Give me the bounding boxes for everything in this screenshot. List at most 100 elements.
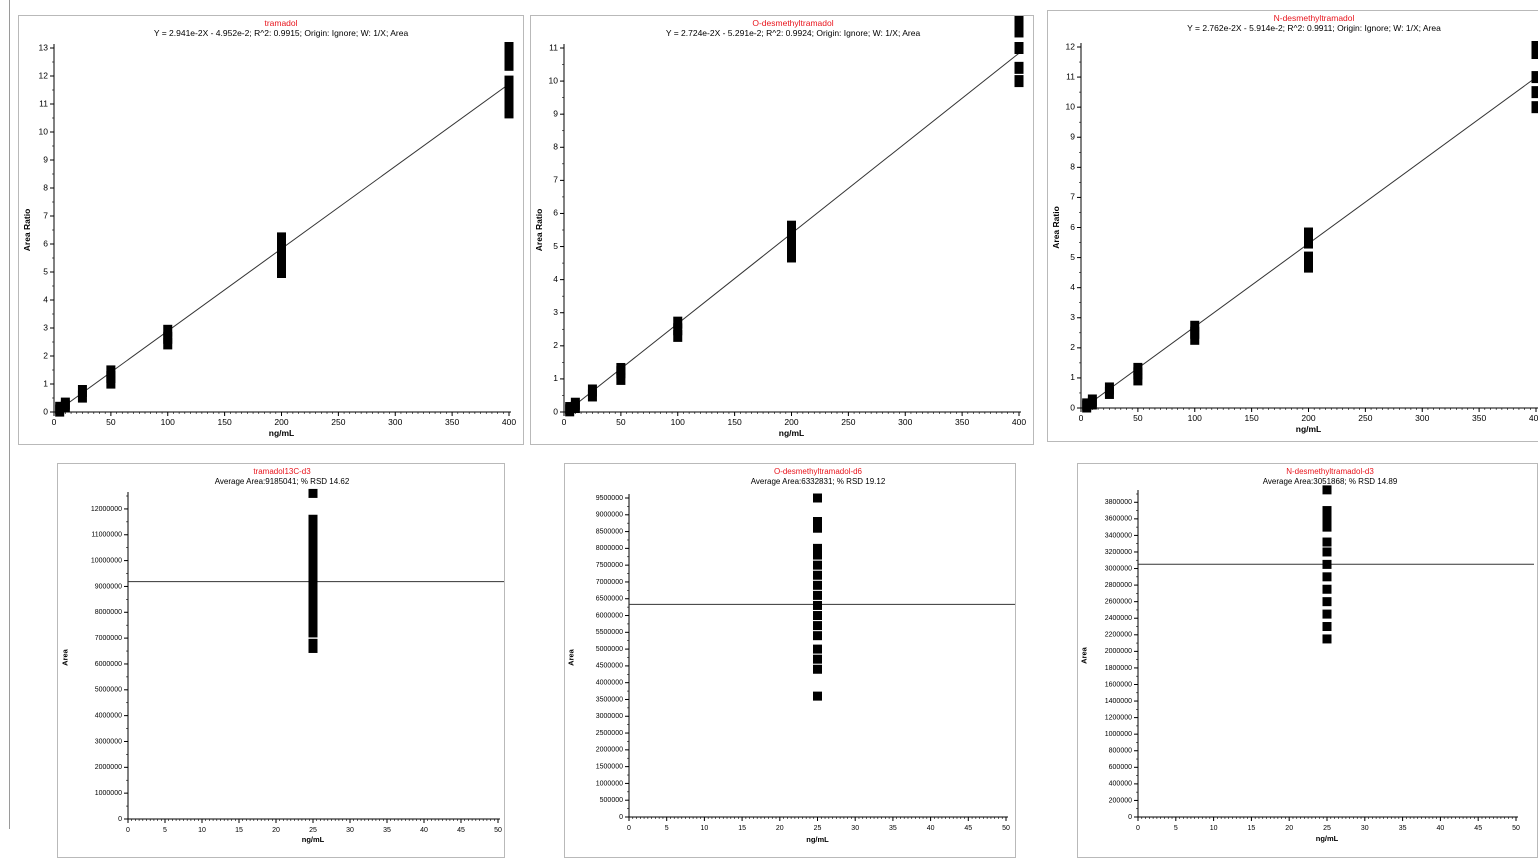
y-axis-label: Area [61,648,70,666]
x-tick-label: 35 [1399,825,1407,832]
x-tick-label: 0 [1136,825,1140,832]
x-tick-label: 50 [616,417,626,427]
data-point [813,581,822,590]
data-point [1323,547,1332,556]
y-tick-label: 1 [553,373,558,383]
x-tick-label: 0 [52,417,57,427]
data-point [1323,523,1332,532]
data-point [61,398,70,410]
y-tick-label: 1800000 [1105,665,1132,672]
x-tick-label: 150 [1245,413,1259,423]
y-tick-label: 10 [549,75,559,85]
y-tick-label: 2 [1070,342,1075,352]
y-tick-label: 5000000 [95,687,122,694]
x-tick-label: 10 [198,827,206,834]
x-tick-label: 40 [927,825,935,832]
y-tick-label: 3400000 [1105,532,1132,539]
x-tick-label: 45 [457,827,465,834]
data-point [1323,585,1332,594]
x-tick-label: 5 [163,827,167,834]
data-point [1304,252,1313,264]
y-tick-label: 2 [553,340,558,350]
x-tick-label: 50 [106,417,116,427]
y-tick-label: 12000000 [91,506,122,513]
chart-title: O-desmethyltramadol-d6 [774,467,863,476]
y-tick-label: 7000000 [95,635,122,642]
y-axis-label: Area Ratio [22,209,32,252]
y-tick-label: 2800000 [1105,582,1132,589]
data-point [571,398,580,410]
x-tick-label: 50 [1002,825,1010,832]
chart-subtitle: Average Area:3051868; % RSD 14.89 [1263,477,1398,486]
data-point [1015,42,1024,54]
data-point [673,317,682,329]
x-tick-label: 50 [1133,413,1143,423]
chart-subtitle: Average Area:9185041; % RSD 14.62 [215,477,350,486]
chart-subtitle: Y = 2.724e-2X - 5.291e-2; R^2: 0.9924; O… [666,28,921,38]
chart-panel-o-desmethyltramadol: O-desmethyltramadol Y = 2.724e-2X - 5.29… [530,15,1034,445]
y-tick-label: 10 [1066,101,1076,111]
x-tick-label: 10 [701,825,709,832]
y-tick-label: 4 [553,274,558,284]
y-tick-label: 3200000 [1105,549,1132,556]
data-point [1323,622,1332,631]
data-point [106,365,115,377]
data-point [1323,597,1332,606]
y-tick-label: 12 [1066,41,1076,51]
chart-panel-o-desmethyltramadol-d6: O-desmethyltramadol-d6 Average Area:6332… [564,463,1016,858]
x-tick-label: 25 [1323,825,1331,832]
y-tick-label: 11 [549,42,558,52]
y-tick-label: 11 [39,98,48,108]
y-tick-label: 5000000 [596,646,623,653]
data-point [813,571,822,580]
y-tick-label: 800000 [1109,748,1132,755]
data-point [1323,514,1332,523]
x-tick-label: 200 [784,417,798,427]
y-tick-label: 3 [1070,312,1075,322]
x-tick-label: 400 [1529,413,1538,423]
data-point [505,76,514,88]
y-tick-label: 0 [1128,814,1132,821]
y-axis-label: Area Ratio [534,209,544,252]
y-tick-label: 6 [43,238,48,248]
x-tick-label: 100 [671,417,685,427]
y-axis-label: Area [1080,646,1089,664]
data-point [813,561,822,570]
x-tick-label: 50 [494,827,502,834]
y-tick-label: 3500000 [596,696,623,703]
data-point [309,559,318,568]
data-point [309,489,318,498]
internal-standard-chart: N-desmethyltramadol-d3 Average Area:3051… [1078,464,1538,858]
data-point [1532,71,1538,83]
data-point [309,566,318,575]
y-tick-label: 4 [43,294,48,304]
y-tick-label: 9000000 [95,583,122,590]
x-tick-label: 300 [388,417,402,427]
data-point [1304,228,1313,240]
data-point [505,95,514,107]
x-tick-label: 20 [776,825,784,832]
x-tick-label: 45 [1474,825,1482,832]
y-tick-label: 6 [1070,222,1075,232]
y-tick-label: 4 [1070,282,1075,292]
data-point [78,385,87,397]
y-tick-label: 2 [43,350,48,360]
x-tick-label: 350 [445,417,459,427]
y-tick-label: 11 [1066,71,1075,81]
y-tick-label: 6000000 [596,612,623,619]
y-tick-label: 5 [553,241,558,251]
x-tick-label: 30 [1361,825,1369,832]
y-axis-label: Area Ratio [1051,206,1061,249]
x-tick-label: 45 [964,825,972,832]
y-axis-label: Area [567,648,576,666]
x-tick-label: 250 [841,417,855,427]
y-tick-label: 5 [43,266,48,276]
x-tick-label: 35 [889,825,897,832]
data-point [1532,101,1538,113]
x-tick-label: 35 [383,827,391,834]
data-point [1105,382,1114,394]
x-tick-label: 400 [1012,417,1026,427]
y-tick-label: 0 [619,814,623,821]
y-tick-label: 2500000 [596,730,623,737]
data-point [309,613,318,622]
